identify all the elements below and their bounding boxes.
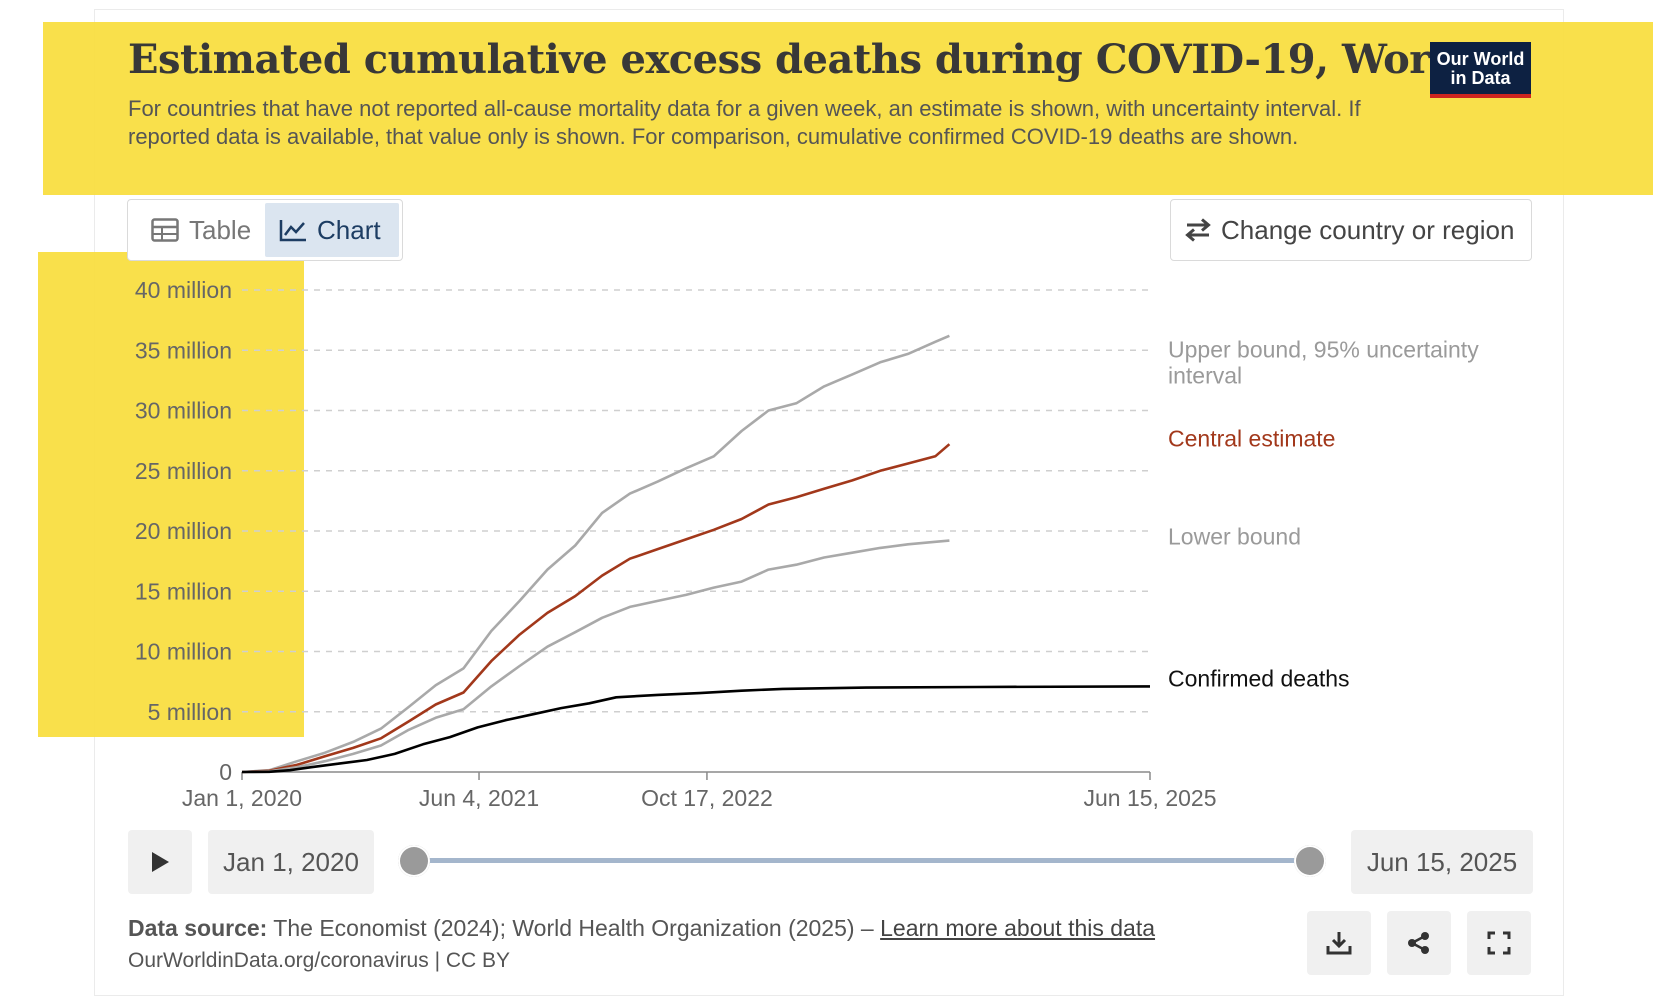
tab-chart-label: Chart: [317, 214, 381, 245]
x-tick-label: Jun 15, 2025: [1083, 785, 1216, 811]
highlight-header: [43, 22, 1653, 195]
line-chart-icon: [279, 220, 306, 242]
share-button[interactable]: [1387, 911, 1451, 975]
change-country-label: Change country or region: [1221, 214, 1515, 245]
share-icon: [1408, 932, 1429, 954]
data-source: Data source: The Economist (2024); World…: [128, 915, 1155, 942]
tab-chart[interactable]: Chart: [265, 203, 399, 257]
table-icon: [151, 218, 179, 242]
series-label-line: interval: [1168, 362, 1242, 388]
chart-title: Estimated cumulative excess deaths durin…: [128, 36, 1473, 83]
fullscreen-icon: [1487, 931, 1511, 955]
series-label: Central estimate: [1168, 426, 1335, 452]
play-icon: [152, 852, 169, 872]
series-label: Lower bound: [1168, 523, 1301, 549]
change-country-button[interactable]: Change country or region: [1170, 199, 1532, 261]
timeline-start-date[interactable]: Jan 1, 2020: [208, 830, 374, 894]
y-tick-label: 15 million: [135, 578, 232, 604]
tab-table[interactable]: Table: [131, 203, 265, 257]
highlight-y-axis: [38, 252, 304, 737]
series-label-line: Confirmed deaths: [1168, 665, 1350, 691]
timeline-end-handle[interactable]: [1294, 845, 1326, 877]
series-line-2: [241, 539, 950, 774]
chart-subtitle: For countries that have not reported all…: [128, 96, 1361, 149]
x-tick-label: Jan 1, 2020: [182, 785, 302, 811]
series-label: Confirmed deaths: [1168, 665, 1350, 691]
logo-line-2: in Data: [1450, 68, 1511, 88]
series-label-line: Lower bound: [1168, 523, 1301, 549]
y-tick-label: 5 million: [148, 699, 232, 725]
y-tick-label: 40 million: [135, 277, 232, 303]
y-tick-label: 25 million: [135, 458, 232, 484]
tab-table-label: Table: [189, 214, 252, 245]
download-button[interactable]: [1307, 911, 1371, 975]
fullscreen-button[interactable]: [1467, 911, 1531, 975]
series-label-line: Central estimate: [1168, 426, 1335, 452]
timeline-slider-track[interactable]: [413, 858, 1311, 863]
series-label: Upper bound, 95% uncertainty interval: [1168, 336, 1479, 388]
play-button[interactable]: [128, 830, 192, 894]
timeline-end-date[interactable]: Jun 15, 2025: [1351, 830, 1533, 894]
x-tick-label: Oct 17, 2022: [641, 785, 773, 811]
credit-line: OurWorldinData.org/coronavirus | CC BY: [128, 949, 511, 972]
data-source-label: Data source:: [128, 915, 268, 941]
swap-arrows-icon: [1185, 218, 1211, 242]
logo-line-1: Our World: [1436, 49, 1525, 69]
y-tick-label: 35 million: [135, 337, 232, 363]
download-icon: [1326, 932, 1352, 955]
data-source-text: The Economist (2024); World Health Organ…: [267, 915, 881, 941]
series-line-3: [241, 685, 1151, 774]
series-line-1: [241, 443, 951, 774]
y-tick-label: 20 million: [135, 518, 232, 544]
learn-more-link[interactable]: Learn more about this data: [880, 915, 1156, 941]
series-line-0: [241, 334, 950, 774]
timeline-start-handle[interactable]: [398, 845, 430, 877]
y-tick-label: 10 million: [135, 639, 232, 665]
line-chart: 0 5 million 10 million 15 million 20 million…: [135, 277, 1479, 811]
x-tick-label: Jun 4, 2021: [419, 785, 539, 811]
owid-logo[interactable]: Our World in Data: [1430, 42, 1531, 98]
view-tabs: Table Chart: [127, 199, 403, 261]
y-tick-label: 30 million: [135, 398, 232, 424]
y-tick-label: 0: [219, 759, 232, 785]
series-label-line: Upper bound, 95% uncertainty: [1168, 336, 1479, 362]
